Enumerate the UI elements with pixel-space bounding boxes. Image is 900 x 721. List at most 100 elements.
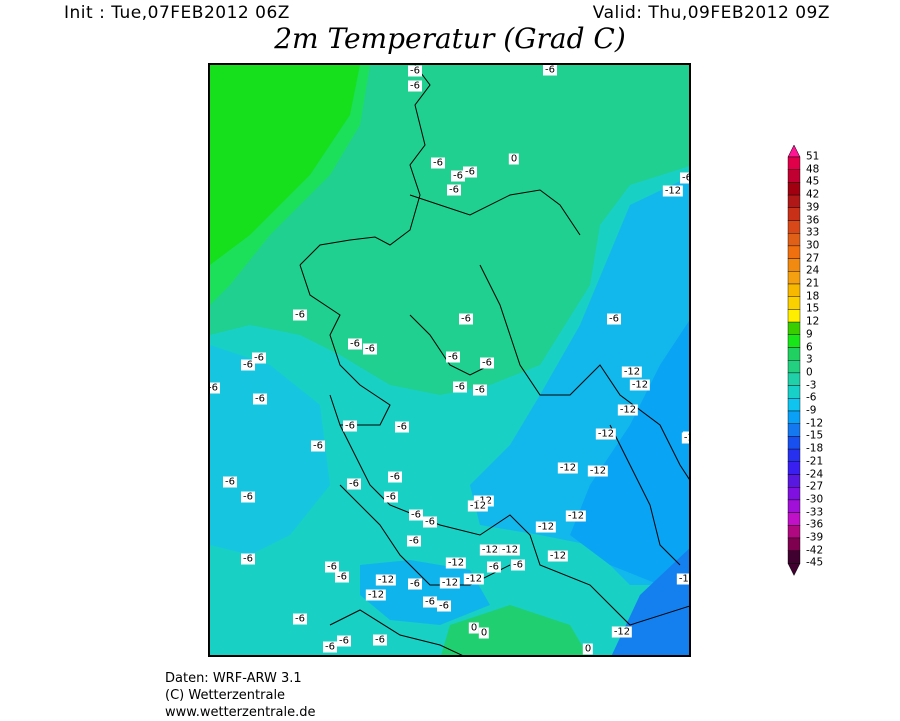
legend-swatch — [787, 359, 801, 374]
isotherm-label: -6 — [408, 65, 422, 77]
isotherm-label: -6 — [208, 382, 220, 394]
legend-swatch — [787, 499, 801, 513]
isotherm-label: -6 — [451, 170, 465, 182]
legend-swatch — [787, 512, 801, 526]
legend-swatch — [787, 436, 801, 450]
legend-tick-label: -42 — [806, 544, 824, 557]
legend-swatch — [787, 296, 801, 310]
isotherm-label: -6 — [335, 571, 349, 583]
legend-swatch — [787, 461, 801, 475]
legend-tick-label: -39 — [806, 531, 824, 544]
legend-tick-label: -21 — [806, 455, 824, 468]
border-inner — [409, 314, 491, 376]
isotherm-label: -6 — [480, 357, 494, 369]
footer-data-source: Daten: WRF-ARW 3.1 — [165, 671, 302, 686]
legend-tick-label: 9 — [806, 328, 813, 341]
legend-swatch — [787, 347, 801, 361]
isotherm-label: -12 — [611, 626, 633, 638]
isotherm-label: -6 — [343, 420, 357, 432]
isotherm-label: -12 — [499, 544, 521, 556]
legend-swatch — [787, 550, 801, 564]
coastline-north — [299, 65, 431, 266]
legend-swatch — [787, 182, 801, 196]
isotherm-label: 0 — [468, 622, 480, 634]
legend-tick-label: -12 — [806, 417, 824, 430]
isotherm-label: -6 — [459, 313, 473, 325]
legend-tick-label: 42 — [806, 188, 820, 201]
isotherm-label: -6 — [323, 641, 337, 653]
legend-swatch — [787, 334, 801, 348]
isotherm-label: -12 — [463, 573, 485, 585]
isotherm-label: -12 — [662, 185, 684, 197]
isotherm-label: -6 — [437, 600, 451, 612]
field-band-south — [441, 605, 588, 655]
isotherm-label: -6 — [453, 381, 467, 393]
border-east-2 — [609, 424, 681, 566]
temperature-map: -6 -6 -6 0 -6 -6 -6 -6 -6 -12 -6 -6 -6 -6 -6 -6 -6 -6 -6 -6… — [208, 63, 691, 657]
field-band-plus3 — [210, 65, 360, 265]
legend-tick-label: 15 — [806, 302, 820, 315]
legend-swatch — [787, 220, 801, 234]
legend-colorbar — [787, 145, 801, 576]
legend-swatch — [787, 385, 801, 399]
field-band-west — [210, 345, 330, 555]
legend-tick-label: -3 — [806, 379, 817, 392]
isotherm-label: -6 — [431, 157, 445, 169]
legend-swatch — [787, 448, 801, 463]
isotherm-label: -6 — [293, 613, 307, 625]
isotherm-label: -6 — [395, 421, 409, 433]
isotherm-label: -6 — [241, 491, 255, 503]
legend-tick-label: -6 — [806, 391, 817, 404]
isotherm-label: -6 — [408, 80, 422, 92]
legend-tick-label: -9 — [806, 404, 817, 417]
isotherm-label: -6 — [384, 491, 398, 503]
isotherm-label: -6 — [423, 516, 437, 528]
isotherm-label: -12 — [595, 428, 617, 440]
legend-tick-label: -45 — [806, 556, 824, 569]
footer-copyright: (C) Wetterzentrale — [165, 688, 286, 703]
isotherm-label: -12 — [479, 544, 501, 556]
isotherm-label: -6 — [423, 596, 437, 608]
legend-tick-label: 48 — [806, 163, 820, 176]
legend-tick-label: 21 — [806, 277, 820, 290]
isotherm-label: -6 — [337, 635, 351, 647]
isotherm-label: -12 — [445, 557, 467, 569]
field-band-minus12 — [570, 321, 689, 585]
isotherm-label: -6 — [409, 509, 423, 521]
legend-arrow-bottom — [787, 563, 801, 576]
legend-swatch — [787, 245, 801, 259]
footer-url[interactable]: www.wetterzentrale.de — [165, 705, 316, 720]
isotherm-label: -6 — [241, 359, 255, 371]
legend-swatch — [787, 474, 801, 488]
legend-tick-label: -30 — [806, 493, 824, 506]
isotherm-label: -12 — [547, 550, 569, 562]
isotherm-label: -12 — [621, 366, 643, 378]
legend-swatch — [787, 258, 801, 272]
isotherm-label: -12 — [629, 379, 651, 391]
legend-swatch — [787, 309, 801, 323]
isotherm-label: -6 — [223, 476, 237, 488]
isotherm-label: -6 — [487, 561, 501, 573]
legend-tick-label: 45 — [806, 175, 820, 188]
legend-tick-label: -33 — [806, 506, 824, 519]
border-italy — [329, 609, 463, 655]
legend-tick-label: 12 — [806, 315, 820, 328]
coastline-baltic — [409, 189, 581, 236]
legend-swatch — [787, 156, 801, 170]
legend-tick-label: 0 — [806, 366, 813, 379]
legend-swatch — [787, 232, 801, 247]
map-title: 2m Temperatur (Grad C) — [274, 22, 626, 55]
isotherm-label: -6 — [311, 440, 325, 452]
isotherm-label: -6 — [373, 634, 387, 646]
legend-tick-label: -27 — [806, 480, 824, 493]
legend-tick-label: 51 — [806, 150, 820, 163]
isotherm-label: -12 — [375, 574, 397, 586]
legend-tick-label: -36 — [806, 518, 824, 531]
legend-tick-label: -24 — [806, 468, 824, 480]
isotherm-label: -12 — [467, 500, 489, 512]
legend-tick-label: 3 — [806, 353, 813, 366]
legend-swatch — [787, 525, 801, 539]
isotherm-label: -6 — [388, 471, 402, 483]
legend-swatch — [787, 283, 801, 297]
isotherm-label: -12 — [676, 573, 689, 585]
